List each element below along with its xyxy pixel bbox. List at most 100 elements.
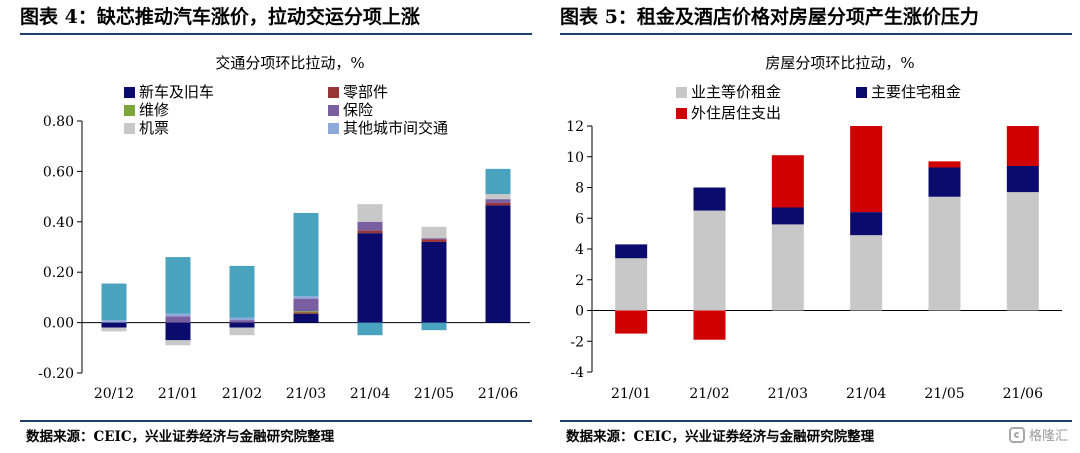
y-tick-label: 0.20: [43, 265, 74, 281]
figure-4-source: 数据来源：CEIC，兴业证券经济与金融研究院整理: [26, 429, 335, 445]
x-category-label: 21/05: [924, 386, 964, 402]
bar-外住居住支出-21/05: [928, 161, 961, 168]
bar-业主等价租金-21/04: [850, 235, 883, 311]
y-tick-label: 10: [566, 150, 584, 166]
x-category-label: 21/03: [768, 386, 808, 402]
y-tick-label: 4: [575, 242, 584, 258]
legend-swatch: [124, 105, 135, 116]
bar-新车及旧车-21/04: [357, 233, 383, 323]
bar-保险-21/06: [485, 199, 511, 203]
bar-主要住宅租金-21/04: [850, 212, 883, 236]
bar-机票-21/04: [357, 204, 383, 222]
legend-label: 机票: [139, 119, 169, 137]
transport-chart: 交通分项环比拉动，% -0.20 0.00 0.20 0.40 0.60 0.80 20/1…: [38, 54, 530, 402]
legend-label: 保险: [343, 101, 373, 119]
bar-其他城市间交通-21/02: [229, 317, 255, 321]
bar-零部件-21/06: [485, 202, 511, 206]
bar-业主等价租金-21/06: [1006, 192, 1039, 311]
legend-label: 主要住宅租金: [871, 83, 961, 101]
y-tick-label: 6: [575, 211, 584, 227]
bar-主要住宅租金-21/02: [693, 187, 726, 211]
y-tick-label: -0.20: [38, 366, 74, 382]
bar-外住居住支出-21/04: [850, 126, 883, 213]
watermark: 格隆汇: [1008, 425, 1068, 444]
x-category-label: 21/05: [414, 386, 454, 402]
legend-label: 外住居住支出: [691, 104, 781, 122]
figure-4-title-rule: [20, 33, 532, 35]
x-category-label: 21/01: [158, 386, 198, 402]
bar-主要住宅租金-21/01: [615, 244, 648, 259]
bar-业主等价租金-21/05: [928, 196, 961, 311]
bar-零部件-21/05: [421, 239, 447, 242]
bar-series-7-21/06: [485, 168, 511, 195]
bar-新车及旧车-21/03: [293, 313, 319, 323]
x-category-label: 21/06: [478, 386, 518, 402]
legend-label: 零部件: [343, 83, 388, 101]
bar-主要住宅租金-21/03: [771, 207, 804, 225]
bar-零部件-21/03: [293, 312, 319, 314]
x-category-label: 20/12: [94, 386, 134, 402]
bar-新车及旧车-21/02: [229, 322, 255, 328]
chart-title: 房屋分项环比拉动，%: [765, 54, 914, 72]
x-category-label: 21/01: [611, 386, 651, 402]
legend-label: 新车及旧车: [139, 83, 214, 101]
bar-新车及旧车-20/12: [101, 322, 127, 328]
x-category-label: 21/06: [1003, 386, 1043, 402]
bar-业主等价租金-21/01: [615, 258, 648, 311]
housing-chart: 房屋分项环比拉动，% -4 -2 0 2 4 6 8 10 12 21/01 21/02 21/03 2…: [566, 54, 1062, 402]
y-tick-label: 12: [566, 119, 584, 135]
bar-保险-21/03: [293, 298, 319, 312]
figure-4-source-rule: [20, 420, 532, 422]
bar-机票-21/05: [421, 226, 447, 239]
legend-swatch: [124, 87, 135, 98]
bar-机票-21/01: [165, 340, 191, 346]
bar-series-7-21/04: [357, 322, 383, 336]
bar-其他城市间交通-21/01: [165, 313, 191, 317]
bar-新车及旧车-21/01: [165, 322, 191, 341]
legend-swatch: [328, 87, 339, 98]
bar-series-7-21/03: [293, 212, 319, 297]
legend-swatch: [124, 123, 135, 134]
bar-新车及旧车-21/06: [485, 205, 511, 323]
y-tick-label: 0.80: [43, 114, 74, 130]
bar-业主等价租金-21/03: [771, 224, 804, 311]
bar-机票-21/02: [229, 327, 255, 336]
bar-外住居住支出-21/01: [615, 310, 648, 334]
y-tick-label: 0.40: [43, 215, 74, 231]
figure-5-title-rule: [560, 33, 1072, 35]
x-category-label: 21/02: [222, 386, 262, 402]
bar-新车及旧车-21/05: [421, 241, 447, 323]
figure-5-title: 图表 5：租金及酒店价格对房屋分项产生涨价压力: [560, 6, 979, 28]
figure-5-source-rule: [560, 420, 1072, 422]
y-tick-label: -4: [570, 365, 584, 381]
legend-swatch: [856, 87, 867, 98]
bar-主要住宅租金-21/06: [1006, 165, 1039, 193]
y-tick-label: 8: [575, 181, 584, 197]
legend-label: 业主等价租金: [691, 83, 781, 101]
bar-主要住宅租金-21/05: [928, 167, 961, 197]
bar-机票-20/12: [101, 327, 127, 332]
legend-swatch: [328, 123, 339, 134]
bar-series-7-21/02: [229, 265, 255, 318]
legend-swatch: [676, 87, 687, 98]
figure-5-source: 数据来源：CEIC，兴业证券经济与金融研究院整理: [566, 429, 875, 445]
watermark-logo-icon: [1008, 426, 1025, 443]
watermark-text: 格隆汇: [1028, 429, 1068, 444]
figure-4-title: 图表 4：缺芯推动汽车涨价，拉动交运分项上涨: [20, 6, 420, 28]
bar-业主等价租金-21/02: [693, 210, 726, 311]
y-tick-label: 2: [575, 273, 584, 289]
bar-series-7-21/01: [165, 257, 191, 314]
x-category-label: 21/03: [286, 386, 326, 402]
chart-title: 交通分项环比拉动，%: [215, 54, 364, 72]
bar-series-7-21/05: [421, 322, 447, 331]
bar-保险-21/05: [421, 238, 447, 240]
y-tick-label: 0.60: [43, 164, 74, 180]
legend-swatch: [328, 105, 339, 116]
legend-swatch: [676, 108, 687, 119]
bar-机票-21/06: [485, 194, 511, 200]
y-tick-label: 0: [575, 304, 584, 320]
x-category-label: 21/04: [846, 386, 886, 402]
bar-保险-21/04: [357, 221, 383, 231]
bar-其他城市间交通-20/12: [101, 320, 127, 323]
bar-外住居住支出-21/06: [1006, 126, 1039, 166]
